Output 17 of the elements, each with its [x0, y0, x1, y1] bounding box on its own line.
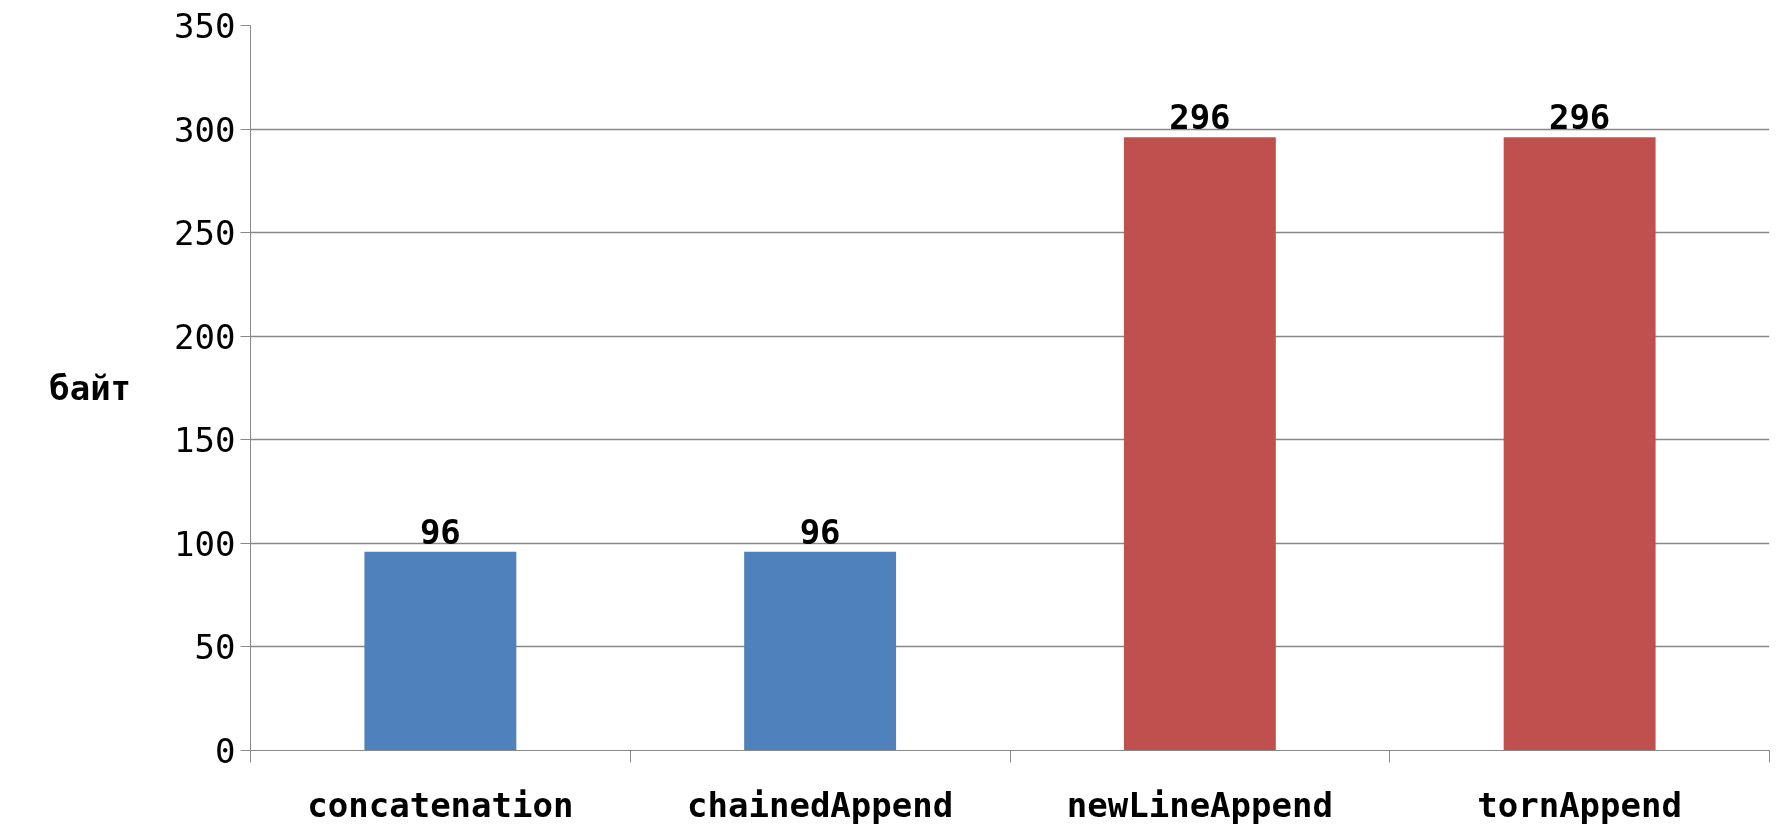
- y-tick-label: 200: [174, 316, 236, 357]
- data-label: 96: [419, 511, 461, 552]
- y-tick-label: 0: [215, 731, 236, 771]
- y-tick-label: 50: [194, 627, 236, 668]
- x-tick-label: concatenation: [307, 784, 574, 825]
- x-tick-label: chainedAppend: [687, 784, 954, 825]
- y-tick-label: 100: [174, 523, 236, 564]
- data-label: 296: [1169, 97, 1231, 138]
- x-tick-label: tornAppend: [1477, 784, 1682, 825]
- y-tick-label: 250: [174, 213, 236, 254]
- x-tick-label: newLineAppend: [1066, 784, 1333, 825]
- y-tick-label: 350: [174, 6, 236, 46]
- y-tick-label: 300: [174, 109, 236, 150]
- data-label: 296: [1548, 97, 1611, 138]
- y-axis-title: байт: [49, 368, 132, 408]
- y-tick-label: 150: [174, 420, 236, 461]
- data-label: 96: [799, 511, 841, 552]
